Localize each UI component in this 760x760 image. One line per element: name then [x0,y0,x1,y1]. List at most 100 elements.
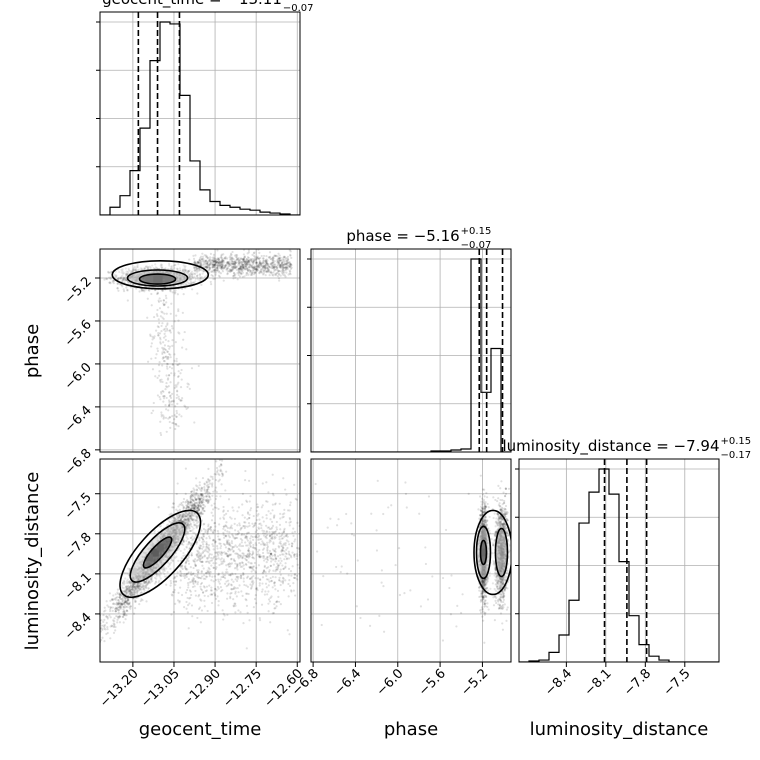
panel-geocent_time-vs-phase-point [267,268,270,272]
panel-geocent_time-vs-phase-point [258,257,261,260]
panel-geocent_time-vs-luminosity_distance-point [176,509,180,513]
panel-geocent_time-vs-phase-point [123,277,126,280]
panel-geocent_time-vs-luminosity_distance-point [122,615,125,619]
panel-geocent_time-vs-luminosity_distance-point [136,585,139,588]
panel-geocent_time-vs-phase-point [268,256,271,259]
panel-geocent_time-vs-phase-point [289,264,292,267]
panel-geocent_time-vs-luminosity_distance-point [131,593,134,596]
panel-geocent_time-vs-phase-point [279,274,282,277]
panel-geocent_time-vs-phase-point [282,270,285,273]
panel-geocent_time-vs-phase-point [247,260,250,263]
panel-geocent_time-vs-phase-point [227,261,230,264]
panel-geocent_time-vs-luminosity_distance-point [125,582,129,585]
panel-geocent_time-vs-phase-point [283,262,286,265]
panel-geocent_time-vs-phase-point [274,268,278,271]
panel-geocent_time-vs-phase-point [290,256,293,260]
panel-geocent_time-vs-phase-point [255,262,258,265]
panel-geocent_time-vs-luminosity_distance-point [217,472,220,475]
panel-geocent_time-vs-phase-point [255,262,258,265]
panel-geocent_time-vs-phase-point [138,290,141,293]
panel-geocent_time-vs-phase-point [147,288,150,291]
panel-geocent_time-vs-luminosity_distance-point [142,587,145,591]
panel-geocent_time-vs-luminosity_distance-point [186,504,189,507]
panel-geocent_time-vs-phase-point [162,390,165,393]
panel-geocent_time-vs-luminosity_distance-point [130,581,133,585]
panel-geocent_time-vs-phase-point [168,400,171,404]
panel-geocent_time-vs-phase-point [278,259,281,262]
panel-geocent_time-vs-phase-point [177,263,180,266]
panel-geocent_time-vs-phase-point [211,275,214,278]
panel-geocent_time-vs-luminosity_distance-point [132,582,135,586]
panel-geocent_time-vs-phase-point [237,257,240,260]
panel-geocent_time-vs-phase-point [241,258,245,261]
panel-geocent_time-vs-phase-point [225,268,228,271]
panel-geocent_time-vs-phase-point [198,269,201,272]
panel-geocent_time-vs-phase-point [108,276,111,279]
panel-geocent_time-vs-phase-point [152,401,155,405]
panel-geocent_time-vs-phase-point [247,263,250,266]
panel-geocent_time-vs-phase-point [234,273,237,276]
panel-geocent_time-vs-phase-point [268,266,271,269]
panel-geocent_time-vs-phase-point [129,269,132,273]
panel-geocent_time-vs-phase-point [225,263,228,267]
panel-geocent_time-vs-phase-point [156,291,159,294]
panel-geocent_time-vs-phase-point [182,268,185,271]
panel-geocent_time-vs-luminosity_distance-point [114,607,117,610]
panel-geocent_time-vs-phase-point [252,267,256,270]
panel-geocent_time-vs-phase-point [122,276,125,279]
panel-geocent_time-vs-phase-point [231,268,234,271]
panel-geocent_time-vs-luminosity_distance-point [129,591,133,594]
panel-geocent_time-vs-phase-point [168,345,172,348]
panel-geocent_time-vs-phase-point [155,313,159,316]
panel-geocent_time-vs-phase-point [145,265,148,268]
panel-geocent_time-vs-luminosity_distance-point [142,588,145,591]
panel-geocent_time-vs-luminosity_distance-point [123,611,126,614]
panel-geocent_time-vs-luminosity_distance-point [121,603,124,606]
panel-geocent_time-vs-phase-point [169,396,173,400]
panel-geocent_time-vs-phase-point [118,270,121,274]
panel-geocent_time-vs-phase-point [263,265,266,268]
panel-geocent_time-vs-phase-point [150,345,153,348]
panel-geocent_time-vs-phase-point [159,341,162,344]
panel-geocent_time-vs-luminosity_distance-point [180,501,183,505]
panel-geocent_time-vs-phase-point [160,413,163,416]
panel-geocent_time-vs-phase-point [202,269,205,272]
panel-geocent_time-vs-phase-point [165,396,168,400]
panel-geocent_time-vs-luminosity_distance-point [188,512,191,515]
panel-geocent_time-vs-phase-point [284,275,287,278]
panel-geocent_time-vs-luminosity_distance-point [207,480,211,483]
panel-geocent_time-vs-phase-point [243,260,247,263]
panel-geocent_time-vs-phase-point [203,254,206,257]
panel-geocent_time-vs-phase-point [173,414,176,417]
panel-geocent_time-vs-phase-point [224,264,227,267]
panel-geocent_time-vs-luminosity_distance-point [205,490,208,493]
title-text: geocent_time = −13.11 [102,0,282,9]
panel-geocent_time-vs-phase-point [108,281,112,284]
panel-geocent_time-vs-luminosity_distance-point [191,503,194,506]
panel-geocent_time-vs-luminosity_distance-point [116,606,119,609]
panel-geocent_time-vs-phase-point [199,255,203,258]
panel-geocent_time-vs-luminosity_distance-point [132,585,135,588]
panel-geocent_time-vs-luminosity_distance-point [201,509,204,512]
panel-geocent_time-vs-phase-point [206,263,209,266]
panel-geocent_time-vs-phase-point [246,259,250,263]
panel-geocent_time-vs-luminosity_distance-point [184,492,187,496]
panel-geocent_time-vs-phase-point [254,271,257,275]
panel-geocent_time-vs-luminosity_distance-point [133,590,136,593]
panel-geocent_time-vs-phase-point [146,265,149,268]
panel-geocent_time-vs-luminosity_distance-point [126,586,129,589]
panel-geocent_time-vs-phase-point [112,279,116,283]
panel-geocent_time-vs-phase-point [248,259,251,262]
panel-geocent_time-vs-luminosity_distance-point [189,495,192,498]
panel-geocent_time-vs-luminosity_distance-point [127,602,130,605]
panel-geocent_time-vs-luminosity_distance-point [112,619,115,622]
panel-geocent_time-vs-phase-point [281,271,284,274]
panel-geocent_time-vs-phase-point [193,261,196,264]
panel-geocent_time-vs-phase-point [177,370,180,373]
panel-geocent_time-vs-luminosity_distance-point [117,602,120,605]
panel-geocent_time-vs-phase-point [158,395,161,399]
panel-geocent_time-vs-luminosity_distance-point [125,599,129,602]
panel-geocent_time-vs-luminosity_distance-point [187,523,190,526]
panel-geocent_time-vs-phase-point [288,249,291,252]
panel-geocent_time-vs-phase-point [282,263,285,267]
